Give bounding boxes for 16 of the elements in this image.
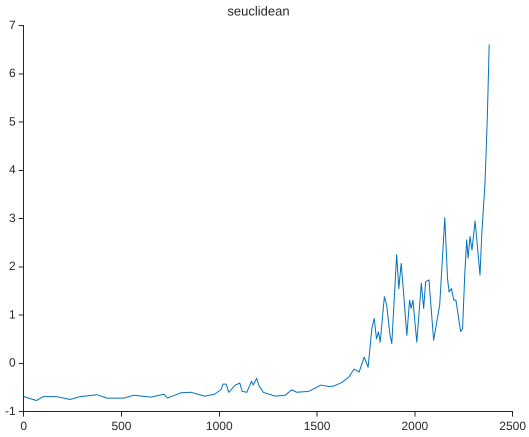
chart-title: seuclidean [227,3,290,18]
y-tick-label: 7 [8,18,16,32]
y-tick-label: 4 [8,162,16,177]
y-tick-label: 6 [8,66,16,80]
x-tick-label: 0 [20,419,28,434]
x-tick-label: 1500 [304,419,331,434]
x-tick-label: 2500 [499,419,526,434]
x-tick-label: 500 [111,419,132,434]
y-tick-label: 5 [8,114,16,128]
y-tick-label: 0 [8,356,16,370]
x-tick-label: 1000 [206,419,233,434]
x-tick-label: 2000 [402,419,429,434]
y-tick-label: -1 [5,404,16,418]
y-tick-label: 3 [8,210,16,225]
y-tick-label: 1 [8,307,16,322]
y-tick-label: 2 [8,259,16,274]
